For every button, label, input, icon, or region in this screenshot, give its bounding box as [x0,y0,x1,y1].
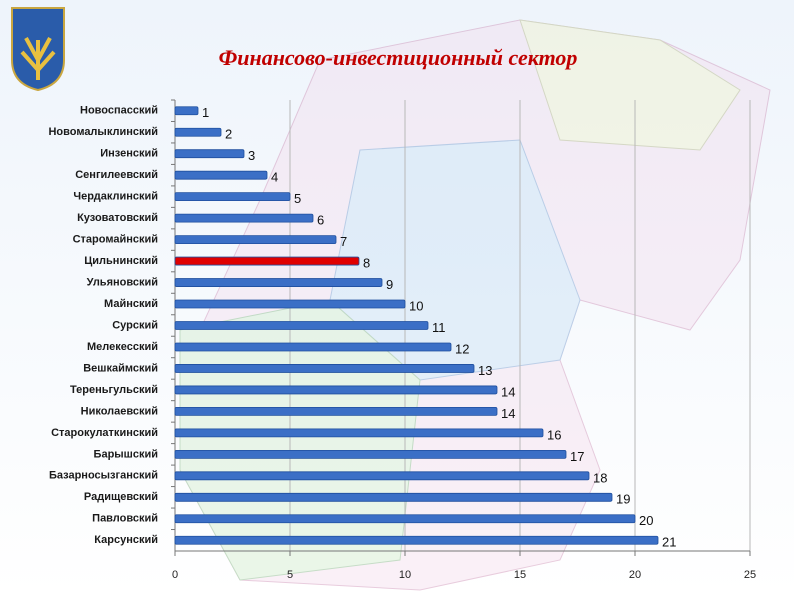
chart-title: Финансово-инвестиционный сектор [219,45,578,70]
y-tick-label: Новоспасский [80,105,158,117]
y-tick-label: Сенгилеевский [75,169,158,181]
value-label: 7 [340,234,347,249]
bar [174,192,291,202]
x-tick-label: 15 [514,569,526,581]
x-tick-label: 0 [172,569,178,581]
value-label: 9 [386,277,393,292]
bar [174,428,544,438]
x-tick-label: 10 [399,569,411,581]
value-label: 14 [501,406,515,421]
bar [174,514,636,524]
y-tick-label: Базарносызганский [49,470,158,482]
bar [174,170,268,180]
y-tick-label: Кузоватовский [77,212,158,224]
bar [174,535,659,545]
y-tick-label: Новомалыклинский [48,126,158,138]
y-tick-label: Мелекесский [87,341,158,353]
y-tick-label: Старокулаткинский [51,427,158,439]
bar [174,407,498,416]
y-tick-label: Инзенский [100,148,158,160]
y-tick-label: Николаевский [81,405,158,417]
bar [174,471,590,481]
bar [174,385,498,395]
bar [174,299,406,309]
value-label: 2 [225,127,232,142]
y-tick-label: Майнский [104,298,158,310]
y-tick-label: Ульяновский [87,276,158,288]
value-label: 16 [547,427,561,442]
bar [174,106,199,116]
value-label: 4 [271,170,278,185]
value-label: 14 [501,384,515,399]
bar [174,213,314,223]
value-label: 10 [409,298,423,313]
value-label: 8 [363,256,370,271]
bar [174,127,222,137]
value-label: 17 [570,449,584,464]
bar [174,321,429,330]
value-label: 19 [616,492,630,507]
y-tick-label: Вешкаймский [83,362,158,374]
y-tick-label: Старомайнский [73,234,158,246]
y-tick-label: Радищевский [84,491,158,503]
y-tick-label: Карсунский [94,534,158,546]
bar [174,449,567,459]
bar [174,342,452,352]
x-tick-label: 25 [744,569,756,581]
value-label: 21 [662,535,676,550]
value-label: 20 [639,513,653,528]
bar [174,364,475,373]
y-tick-label: Барышский [94,448,158,460]
value-label: 5 [294,191,301,206]
y-tick-label: Чердаклинский [73,191,158,203]
logo [11,7,65,92]
x-tick-label: 20 [629,569,641,581]
x-tick-label: 5 [287,569,293,581]
y-tick-label: Тереньгульский [70,384,158,396]
value-label: 18 [593,470,607,485]
value-label: 12 [455,341,469,356]
bar [174,256,360,266]
value-label: 3 [248,148,255,163]
bar [174,492,613,502]
bar [174,149,245,159]
y-tick-label: Павловский [92,513,158,525]
y-tick-label: Цильнинский [84,255,158,267]
bar [174,235,337,244]
bar [174,278,383,287]
value-label: 13 [478,363,492,378]
value-label: 6 [317,213,324,228]
value-label: 11 [432,320,446,335]
y-tick-label: Сурский [112,319,158,331]
value-label: 1 [202,105,209,120]
